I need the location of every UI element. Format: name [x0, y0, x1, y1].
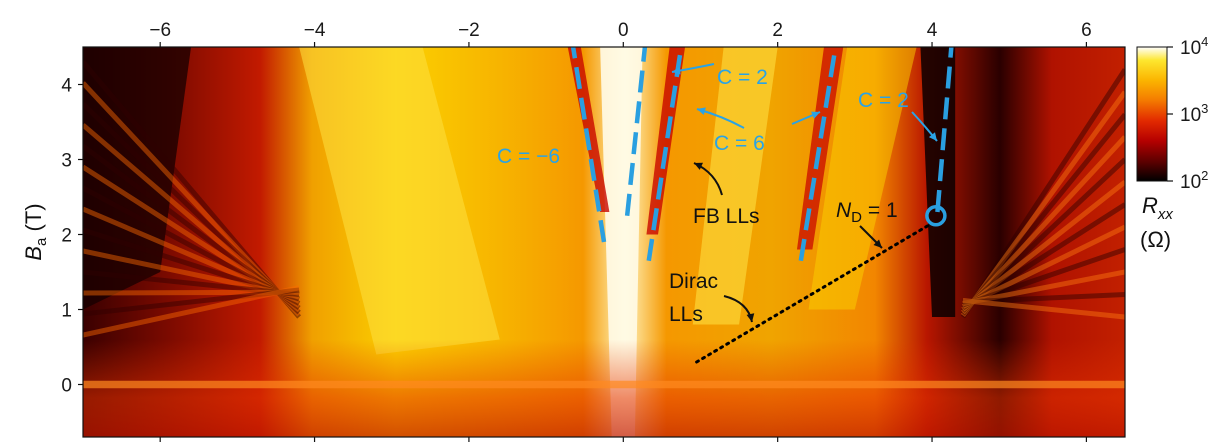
chern-dashed-line-3: [646, 47, 684, 262]
heatmap-streak: [962, 269, 1125, 306]
heatmap-streak: [961, 135, 1125, 315]
heatmap-streak: [83, 287, 300, 317]
colorbar-ticks: 104 103 102: [1167, 34, 1208, 193]
colorbar-unit: (Ω): [1140, 227, 1171, 252]
y-tick-label: 3: [61, 151, 72, 172]
annotations: C = −6 C = 2 C = 6 C = 2 FB LLs ND = 1 Dirac LL…: [497, 63, 938, 326]
colorbar-tick-label: 103: [1180, 101, 1208, 126]
heatmap-streak: [83, 185, 301, 306]
heatmap-streak: [83, 143, 301, 311]
x-tick-label: 0: [618, 20, 629, 41]
annotation-label: LLs: [669, 303, 703, 326]
x-tick-label: −6: [149, 20, 171, 41]
x-tick-label: −2: [458, 20, 480, 41]
chern-dashed-line-4: [798, 47, 838, 262]
axis-ticks: −6 −4 −2 0 2 4 6 0 1 2 3 4: [61, 20, 1092, 442]
y-axis-title: Ba (T): [21, 203, 50, 260]
heatmap-streak: [83, 102, 301, 315]
annotation-arrow-head: [697, 107, 706, 115]
annotation-arrow-head: [694, 162, 703, 170]
x-tick-label: 6: [1081, 20, 1092, 41]
heatmap-streak: [83, 248, 300, 300]
annotation-label: Dirac: [669, 270, 718, 293]
annotation-arrow-head: [873, 239, 882, 248]
heatmap-streak: [960, 68, 1125, 319]
y-axis-title-symbol: B: [21, 246, 46, 261]
annotation-label: C = 2: [717, 66, 768, 89]
y-tick-label: 4: [61, 76, 72, 97]
heatmap-dark-region: [83, 47, 192, 310]
annotation-arrow-head: [746, 313, 755, 322]
y-axis-title-unit: (T): [21, 203, 46, 231]
heatmap-streak: [83, 227, 300, 302]
heatmap-bright-wedge: [299, 47, 500, 355]
heatmap-streak: [83, 164, 301, 308]
heatmap-zero-field-band: [83, 380, 1125, 389]
colorbar-tick-label: 102: [1180, 168, 1208, 193]
chern-dashed-line-5: [935, 47, 954, 213]
annotation-arrow-head: [811, 111, 820, 119]
heatmap-bright-wedge: [692, 47, 778, 325]
annotation-label: C = −6: [497, 145, 560, 168]
chern-dashed-line-2: [624, 47, 648, 216]
heatmap-streak: [83, 289, 300, 296]
heatmap-streak: [960, 112, 1125, 316]
x-tick-label: −4: [304, 20, 326, 41]
heatmap-streak: [960, 90, 1125, 317]
chart-lines: [570, 47, 954, 364]
heatmap-streak: [961, 224, 1125, 309]
annotation-label: C = 6: [714, 132, 765, 155]
heatmap: [83, 47, 1125, 437]
y-tick-label: 0: [61, 376, 72, 397]
heatmap-streak: [962, 298, 1125, 320]
colorbar-title-subscript: xx: [1157, 206, 1174, 223]
heatmap-bright-wedge: [808, 47, 917, 310]
x-tick-label: 4: [927, 20, 938, 41]
x-tick-label: 2: [772, 20, 783, 41]
open-circle-marker: [925, 205, 947, 227]
heatmap-streak: [83, 285, 300, 338]
annotation-arrow-head: [672, 66, 681, 75]
annotation-label: ND = 1: [836, 199, 898, 226]
heatmap-streak: [83, 206, 301, 304]
heatmap-streak: [962, 247, 1125, 308]
y-tick-label: 2: [61, 226, 72, 247]
annotation-arrow-head: [928, 132, 937, 141]
annotation-label: C = 2: [858, 89, 909, 112]
colorbar-title-symbol: R: [1142, 193, 1158, 218]
y-axis-title-subscript: a: [33, 237, 50, 246]
heatmap-streak: [83, 60, 302, 319]
y-tick-label: 1: [61, 301, 72, 322]
heatmap-streak: [83, 81, 301, 317]
heatmap-streak: [961, 180, 1125, 312]
colorbar: [1136, 46, 1168, 182]
svg-text:Ba (T): Ba (T): [21, 203, 50, 260]
heatmap-streak: [961, 202, 1125, 311]
plot-frame: [82, 46, 1126, 438]
chern-dashed-line-1: [570, 47, 607, 243]
annotation-label: FB LLs: [693, 205, 760, 228]
heatmap-streak: [961, 157, 1125, 313]
heatmap-streak: [962, 292, 1125, 305]
heatmap-streak: [83, 269, 300, 297]
colorbar-tick-label: 104: [1180, 34, 1208, 59]
heatmap-streak: [83, 123, 301, 313]
colorbar-title: Rxx: [1142, 193, 1173, 223]
